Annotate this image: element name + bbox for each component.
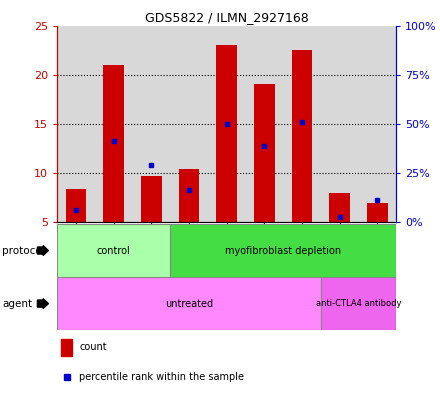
Bar	[216, 45, 237, 222]
Bar	[329, 193, 350, 222]
Text: count: count	[79, 342, 107, 353]
Text: untreated: untreated	[165, 299, 213, 309]
Bar	[170, 224, 396, 277]
Bar	[254, 84, 275, 222]
Bar	[179, 169, 199, 222]
Bar	[103, 65, 124, 222]
Bar	[292, 50, 312, 222]
Bar	[57, 277, 321, 330]
Title: GDS5822 / ILMN_2927168: GDS5822 / ILMN_2927168	[145, 11, 308, 24]
Text: percentile rank within the sample: percentile rank within the sample	[79, 371, 244, 382]
Text: agent: agent	[2, 299, 32, 309]
Bar	[321, 277, 396, 330]
Bar	[61, 339, 73, 356]
Text: myofibroblast depletion: myofibroblast depletion	[225, 246, 341, 255]
Text: anti-CTLA4 antibody: anti-CTLA4 antibody	[315, 299, 401, 308]
Bar	[141, 176, 161, 222]
Bar	[57, 224, 170, 277]
Text: protocol: protocol	[2, 246, 45, 255]
Bar	[66, 189, 86, 222]
Bar	[367, 203, 388, 222]
Text: control: control	[97, 246, 131, 255]
